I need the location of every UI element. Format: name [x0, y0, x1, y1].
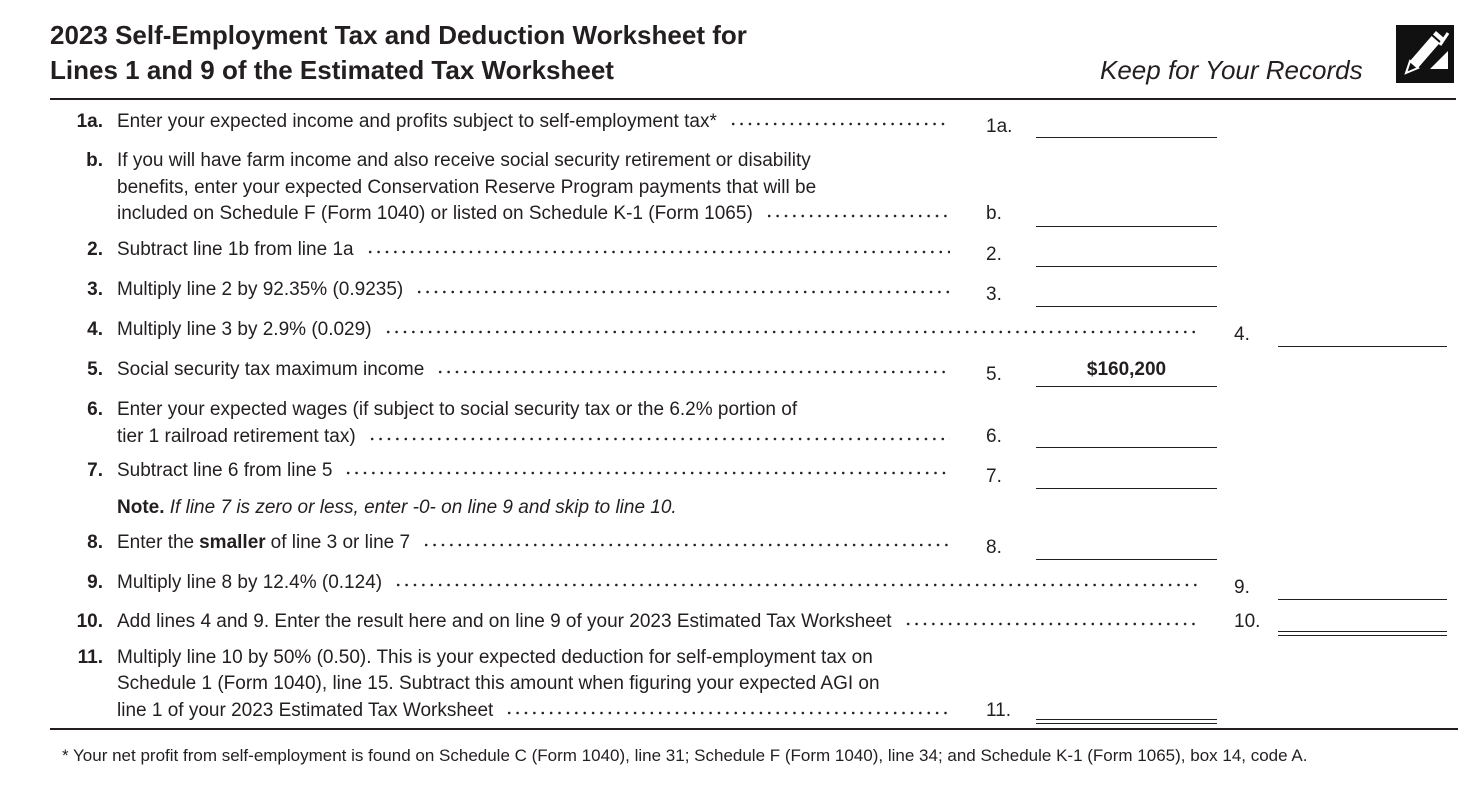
line-ref: 10.: [1234, 611, 1261, 632]
line-text: Schedule 1 (Form 1040), line 15. Subtrac…: [117, 673, 880, 694]
dot-leader: [436, 367, 950, 375]
line-ref: b.: [986, 203, 1002, 224]
line-ref: 1a.: [986, 116, 1013, 137]
entry-line: [1036, 386, 1217, 388]
line-number: 7.: [87, 460, 103, 481]
dot-leader: [728, 119, 950, 127]
dot-leader: [394, 580, 1200, 588]
line-text: Multiply line 2 by 92.35% (0.9235): [117, 277, 950, 303]
line-ref: 2.: [986, 244, 1002, 265]
dot-leader: [383, 327, 1200, 335]
dot-leader: [367, 434, 950, 442]
dot-leader: [344, 468, 950, 476]
entry-line: [1036, 488, 1217, 490]
text-part: Enter the: [117, 532, 195, 553]
pencil-icon: [1396, 25, 1454, 83]
line-text: Enter the smaller of line 3 or line 7: [117, 530, 950, 556]
line-text: Enter your expected wages (if subject to…: [117, 399, 798, 420]
line-text-content: Multiply line 2 by 92.35% (0.9235): [117, 279, 404, 300]
title-line: Lines 1 and 9 of the Estimated Tax Works…: [50, 55, 614, 85]
line-number: 3.: [87, 279, 103, 300]
line-number: 4.: [87, 319, 103, 340]
line-text: If you will have farm income and also re…: [117, 150, 811, 171]
line-text-content: Add lines 4 and 9. Enter the result here…: [117, 611, 892, 632]
dot-leader: [505, 708, 950, 716]
note-text: If line 7 is zero or less, enter -0- on …: [169, 497, 677, 518]
line-text-content: Multiply line 3 by 2.9% (0.029): [117, 319, 372, 340]
dot-leader: [422, 540, 950, 548]
entry-line: [1036, 559, 1217, 561]
line-ref: 11.: [986, 700, 1012, 721]
line-text-content: Subtract line 6 from line 5: [117, 460, 333, 481]
line-text-content: line 1 of your 2023 Estimated Tax Worksh…: [117, 700, 494, 721]
line-text-content: Multiply line 8 by 12.4% (0.124): [117, 572, 383, 593]
line-text: Multiply line 10 by 50% (0.50). This is …: [117, 647, 873, 668]
line-text-content: Social security tax maximum income: [117, 359, 425, 380]
line-text: tier 1 railroad retirement tax): [117, 424, 950, 450]
entry-line: [1278, 346, 1447, 348]
entry-line: [1036, 137, 1217, 139]
line-text-content: included on Schedule F (Form 1040) or li…: [117, 203, 753, 224]
line-number: 2.: [87, 239, 103, 260]
line-text: benefits, enter your expected Conservati…: [117, 177, 817, 198]
dot-leader: [764, 211, 950, 219]
line-text: line 1 of your 2023 Estimated Tax Worksh…: [117, 698, 950, 724]
bottom-rule: [50, 728, 1458, 730]
entry-line-double: [1036, 723, 1217, 725]
line-number: 5.: [87, 359, 103, 380]
line-text-content: tier 1 railroad retirement tax): [117, 426, 356, 447]
line-number: 8.: [87, 532, 103, 553]
line-text: Social security tax maximum income: [117, 357, 950, 383]
emphasis: smaller: [199, 532, 266, 553]
line-text: Add lines 4 and 9. Enter the result here…: [117, 609, 1200, 635]
line-ref: 6.: [986, 426, 1002, 447]
line-text: Subtract line 6 from line 5: [117, 458, 950, 484]
entry-line: [1278, 599, 1447, 601]
line-text-parts: Enter the smaller of line 3 or line 7: [117, 530, 410, 556]
entry-line: [1036, 266, 1217, 268]
line-text-content: Subtract line 1b from line 1a: [117, 239, 354, 260]
title-line: 2023 Self-Employment Tax and Deduction W…: [50, 20, 747, 50]
line-ref: 4.: [1234, 324, 1250, 345]
line-ref: 9.: [1234, 577, 1250, 598]
line-text: Enter your expected income and profits s…: [117, 109, 950, 135]
line-number: 1a.: [76, 111, 103, 132]
top-rule: [50, 98, 1456, 100]
dot-leader: [415, 287, 950, 295]
entry-line-double: [1278, 635, 1447, 637]
line-number: 11.: [77, 647, 103, 668]
text-part: of line 3 or line 7: [270, 532, 411, 553]
line-ref: 8.: [986, 537, 1002, 558]
dot-leader: [365, 247, 950, 255]
entry-line: [1036, 226, 1217, 228]
footnote: * Your net profit from self-employment i…: [62, 746, 1308, 765]
line-ref: 5.: [986, 364, 1002, 385]
dot-leader: [903, 619, 1200, 627]
entry-line: [1036, 719, 1217, 721]
keep-records: Keep for Your Records: [1100, 55, 1363, 85]
note: Note. If line 7 is zero or less, enter -…: [117, 495, 677, 521]
line-number: 9.: [87, 572, 103, 593]
note-label: Note.: [117, 497, 165, 518]
line-ref: 3.: [986, 284, 1002, 305]
line-number: 6.: [87, 399, 103, 420]
line-text-content: Enter your expected income and profits s…: [117, 111, 717, 132]
line-text: Multiply line 3 by 2.9% (0.029): [117, 317, 1200, 343]
amount: $160,200: [1086, 359, 1167, 380]
entry-line: [1036, 447, 1217, 449]
line-text: included on Schedule F (Form 1040) or li…: [117, 201, 950, 227]
line-number: b.: [86, 150, 103, 171]
line-text: Subtract line 1b from line 1a: [117, 237, 950, 263]
line-ref: 7.: [986, 466, 1002, 487]
line-number: 10.: [76, 611, 103, 632]
entry-line: [1278, 631, 1447, 633]
entry-line: [1036, 306, 1217, 308]
line-text: Multiply line 8 by 12.4% (0.124): [117, 570, 1200, 596]
